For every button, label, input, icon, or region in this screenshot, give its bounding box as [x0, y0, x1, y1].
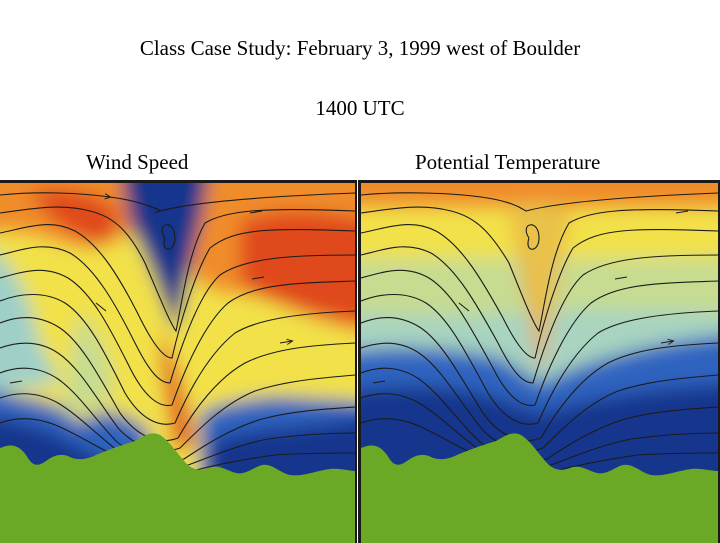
figure-title: Class Case Study: February 3, 1999 west …	[139, 36, 581, 60]
time-label: 1400 UTC	[315, 96, 405, 120]
potential-temperature-cross-section	[361, 183, 718, 543]
wind-speed-cross-section	[0, 183, 355, 543]
wind-speed-panel	[0, 180, 357, 543]
terrain	[0, 433, 355, 543]
terrain	[361, 433, 718, 543]
potential-temperature-label: Potential Temperature	[415, 150, 601, 174]
potential-temperature-panel	[358, 180, 720, 543]
wind-speed-label: Wind Speed	[86, 150, 189, 174]
